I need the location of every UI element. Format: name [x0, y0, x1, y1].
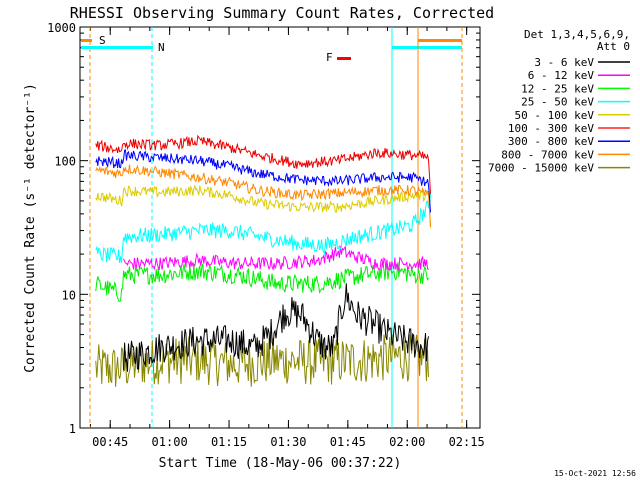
timestamp: 15-Oct-2021 12:56: [554, 469, 636, 478]
legend-label: 25 - 50 keV: [521, 96, 594, 109]
saa-label: S: [99, 34, 106, 47]
x-tick-label: 00:45: [92, 435, 128, 449]
night-label: N: [158, 41, 165, 54]
overlay-markers: S N F: [81, 27, 463, 428]
series-line-6-12-kev: [123, 245, 429, 272]
plot-frame: [79, 26, 481, 429]
x-tick-label: 02:15: [449, 435, 485, 449]
series-line-100-300-kev: [95, 134, 431, 195]
saa-bar: [81, 39, 92, 42]
legend-label: 800 - 7000 keV: [501, 148, 594, 161]
night-bar-right: [392, 46, 462, 49]
series-line-7000-15000-kev: [95, 334, 429, 387]
y-tick-label: 1000: [47, 21, 76, 35]
axis-ticks: 1 10 100 1000 00:45 01:00 01:15 01:30 01:45 02:00…: [47, 21, 485, 449]
legend-label: 12 - 25 keV: [521, 82, 594, 95]
legend-header-line1: Det 1,3,4,5,6,9,: [524, 28, 630, 41]
series-line-25-50-kev: [95, 193, 431, 264]
saa-bar-right: [418, 39, 462, 42]
flare-bar: [337, 57, 351, 60]
legend-label: 300 - 800 keV: [508, 135, 594, 148]
y-tick-label: 100: [54, 155, 76, 169]
series-lines: [95, 134, 431, 387]
legend-label: 50 - 100 keV: [515, 109, 595, 122]
series-line-800-7000-kev: [95, 164, 431, 228]
chart-title: RHESSI Observing Summary Count Rates, Co…: [70, 4, 494, 22]
legend-header-line2: Att 0: [597, 40, 630, 53]
night-bar-left: [81, 46, 153, 49]
series-line-50-100-kev: [95, 184, 431, 227]
y-tick-label: 1: [69, 422, 76, 436]
x-axis-label: Start Time (18-May-06 00:37:22): [159, 456, 402, 471]
series-line-3-6-kev: [123, 283, 429, 372]
legend-label: 7000 - 15000 keV: [488, 162, 594, 175]
series-line-12-25-kev: [95, 262, 429, 302]
legend-label: 6 - 12 keV: [528, 69, 595, 82]
legend-label: 100 - 300 keV: [508, 122, 594, 135]
flare-label: F: [326, 51, 333, 64]
x-tick-label: 01:15: [211, 435, 247, 449]
x-tick-label: 02:00: [389, 435, 425, 449]
legend-label: 3 - 6 keV: [534, 56, 594, 69]
y-tick-label: 10: [62, 288, 76, 302]
x-tick-label: 01:30: [270, 435, 306, 449]
series-line-300-800-kev: [95, 149, 431, 213]
y-axis-label: Corrected Count Rate (s⁻¹ detector⁻¹): [23, 83, 38, 373]
x-tick-label: 01:45: [330, 435, 366, 449]
x-tick-label: 01:00: [152, 435, 188, 449]
